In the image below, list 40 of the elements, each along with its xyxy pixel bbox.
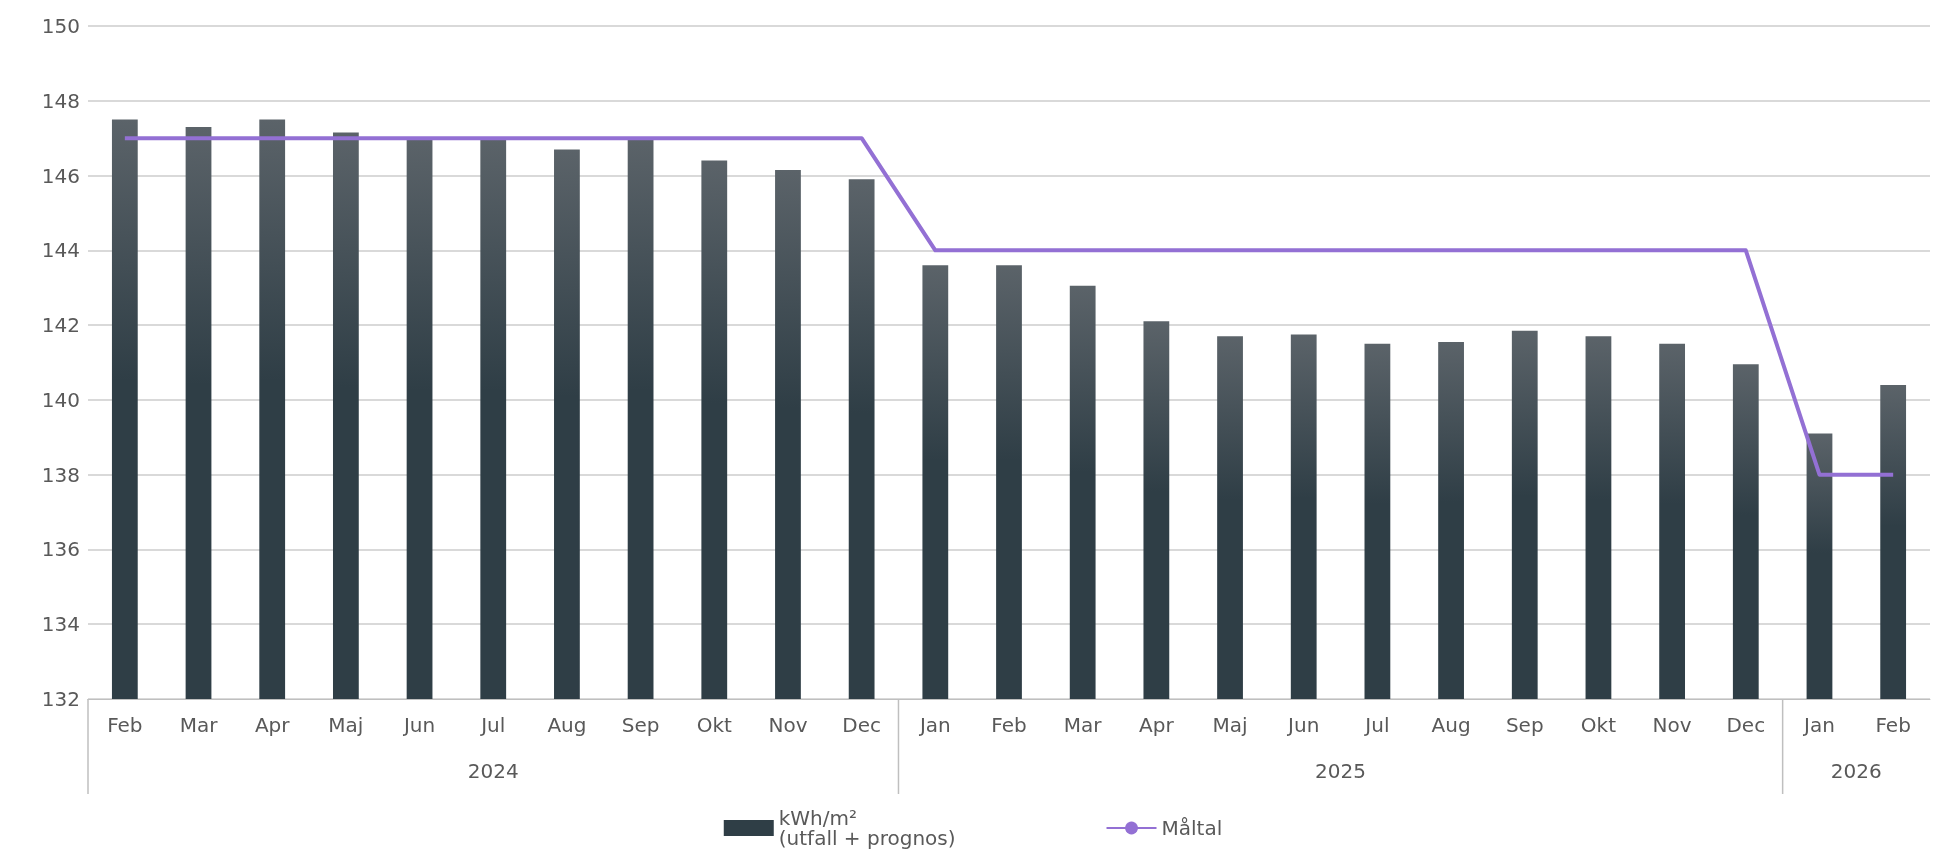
- x-tick-label: Sep: [621, 713, 660, 737]
- y-tick-label: 148: [41, 88, 80, 113]
- x-tick-label: Apr: [254, 713, 291, 737]
- x-tick-label: Mar: [179, 713, 219, 737]
- x-tick-label: Jul: [1363, 713, 1390, 737]
- y-tick-label: 136: [41, 537, 80, 562]
- x-tick-label: Jun: [1286, 713, 1320, 737]
- x-tick-label: Maj: [1212, 713, 1248, 737]
- y-tick-label: 146: [41, 163, 80, 188]
- x-tick-label: Feb: [991, 713, 1027, 737]
- x-tick-label: Jun: [401, 713, 436, 737]
- x-tick-label: Sep: [1505, 713, 1544, 737]
- x-tick-label: Mar: [1063, 713, 1103, 737]
- text: 2024: [467, 759, 519, 783]
- x-tick-label: Okt: [696, 713, 733, 737]
- x-tick-label: Jan: [1802, 713, 1835, 737]
- x-tick-label: Feb: [107, 713, 143, 737]
- x-tick-label: Feb: [1875, 713, 1911, 737]
- y-tick-label: 132: [41, 687, 80, 711]
- legend-label: kWh/m² (utfall + prognos): [778, 806, 956, 850]
- y-tick-label: 140: [41, 387, 80, 412]
- x-tick-label: Jul: [479, 713, 506, 737]
- y-tick-label: 134: [41, 612, 80, 637]
- x-tick-label: Maj: [328, 713, 364, 737]
- text: 2026: [1830, 759, 1882, 783]
- x-tick-label: Jan: [917, 713, 951, 737]
- x-tick-label: Nov: [1652, 713, 1692, 737]
- x-tick-label: Aug: [547, 713, 587, 737]
- y-tick-label: 138: [41, 462, 80, 487]
- x-tick-label: Nov: [768, 713, 808, 737]
- x-tick-label: Dec: [842, 713, 881, 737]
- legend-label: Måltal: [1161, 816, 1223, 840]
- text: 2025: [1315, 759, 1367, 783]
- y-tick-label: 150: [41, 14, 80, 38]
- x-tick-label: Dec: [1726, 713, 1766, 737]
- x-tick-label: Aug: [1431, 713, 1471, 737]
- y-tick-label: 142: [41, 313, 80, 338]
- y-tick-label: 144: [41, 238, 80, 263]
- x-tick-label: Apr: [1139, 713, 1175, 737]
- x-tick-label: Okt: [1580, 713, 1617, 737]
